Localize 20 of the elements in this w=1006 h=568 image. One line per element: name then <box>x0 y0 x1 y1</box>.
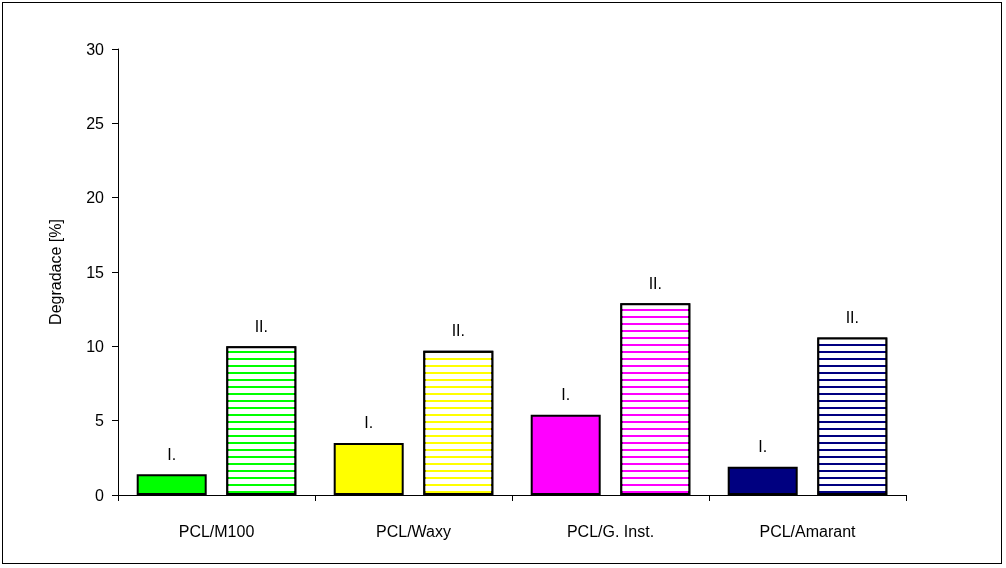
x-tick-label: PCL/Waxy <box>376 522 451 540</box>
y-tick-label: 25 <box>86 114 105 132</box>
y-tick-label: 30 <box>86 40 105 58</box>
text: II. <box>648 274 662 292</box>
series-label: I. <box>167 445 177 463</box>
text: I. <box>561 386 571 404</box>
text: I. <box>758 438 768 456</box>
text: II. <box>845 308 859 326</box>
y-axis-title: Degradace [%] <box>46 219 64 325</box>
y-tick-label: 10 <box>86 337 105 355</box>
x-tick-label: PCL/M100 <box>178 522 255 540</box>
y-tick-label: 20 <box>86 189 105 207</box>
x-tick-label: PCL/G. Inst. <box>566 522 655 540</box>
series-label: II. <box>254 317 268 335</box>
text: II. <box>451 322 465 340</box>
y-tick-label: 15 <box>86 263 105 281</box>
y-tick-label: 0 <box>95 486 105 504</box>
x-tick-label: PCL/Amarant <box>759 522 857 540</box>
text: I. <box>364 414 374 432</box>
y-tick-label: 5 <box>95 412 105 430</box>
